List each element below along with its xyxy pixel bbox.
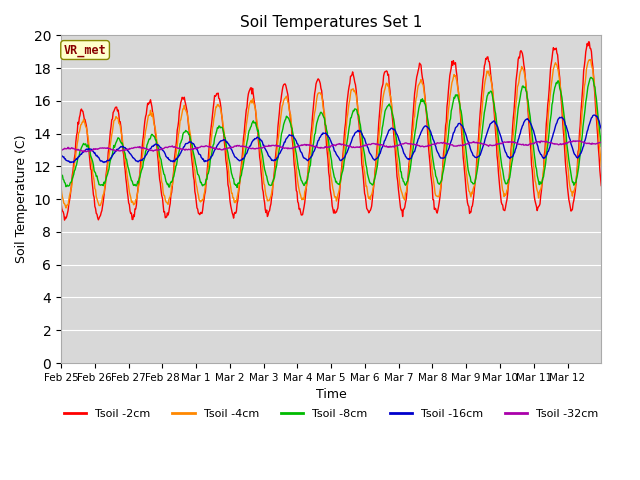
Tsoil -16cm	[597, 126, 605, 132]
Tsoil -4cm	[388, 99, 396, 105]
Tsoil -2cm	[388, 100, 396, 106]
Tsoil -32cm	[418, 144, 426, 149]
Tsoil -16cm	[248, 141, 255, 147]
Tsoil -32cm	[122, 147, 129, 153]
Tsoil -4cm	[122, 157, 129, 163]
Tsoil -8cm	[248, 123, 255, 129]
Tsoil -8cm	[418, 98, 426, 104]
X-axis label: Time: Time	[316, 388, 346, 401]
Tsoil -16cm	[67, 160, 74, 166]
Tsoil -32cm	[83, 149, 90, 155]
Tsoil -32cm	[248, 145, 255, 151]
Tsoil -2cm	[268, 194, 275, 200]
Tsoil -32cm	[597, 140, 605, 145]
Tsoil -16cm	[57, 152, 65, 157]
Line: Tsoil -4cm: Tsoil -4cm	[61, 60, 601, 208]
Tsoil -8cm	[233, 185, 241, 191]
Tsoil -2cm	[597, 183, 605, 189]
Title: Soil Temperatures Set 1: Soil Temperatures Set 1	[240, 15, 422, 30]
Tsoil -2cm	[61, 217, 68, 223]
Tsoil -8cm	[120, 149, 128, 155]
Tsoil -32cm	[221, 146, 228, 152]
Tsoil -16cm	[221, 137, 228, 143]
Tsoil -32cm	[388, 144, 396, 150]
Tsoil -32cm	[268, 143, 275, 148]
Tsoil -4cm	[587, 57, 595, 62]
Legend: Tsoil -2cm, Tsoil -4cm, Tsoil -8cm, Tsoil -16cm, Tsoil -32cm: Tsoil -2cm, Tsoil -4cm, Tsoil -8cm, Tsoi…	[60, 404, 603, 423]
Tsoil -8cm	[388, 107, 396, 112]
Y-axis label: Soil Temperature (C): Soil Temperature (C)	[15, 135, 28, 264]
Line: Tsoil -8cm: Tsoil -8cm	[61, 77, 601, 188]
Tsoil -16cm	[590, 112, 598, 118]
Tsoil -2cm	[248, 85, 255, 91]
Tsoil -16cm	[122, 145, 129, 151]
Line: Tsoil -16cm: Tsoil -16cm	[61, 115, 601, 163]
Tsoil -16cm	[418, 128, 426, 134]
Line: Tsoil -32cm: Tsoil -32cm	[61, 141, 601, 152]
Line: Tsoil -2cm: Tsoil -2cm	[61, 42, 601, 220]
Tsoil -8cm	[57, 171, 65, 177]
Tsoil -4cm	[57, 183, 65, 189]
Tsoil -8cm	[587, 74, 595, 80]
Tsoil -32cm	[57, 148, 65, 154]
Tsoil -4cm	[597, 164, 605, 169]
Tsoil -2cm	[418, 70, 426, 75]
Tsoil -4cm	[418, 78, 426, 84]
Tsoil -2cm	[57, 199, 65, 204]
Tsoil -2cm	[122, 167, 129, 172]
Tsoil -4cm	[62, 205, 70, 211]
Tsoil -8cm	[597, 144, 605, 149]
Tsoil -2cm	[585, 39, 593, 45]
Tsoil -4cm	[248, 97, 255, 103]
Tsoil -8cm	[268, 182, 275, 188]
Tsoil -32cm	[569, 138, 577, 144]
Text: VR_met: VR_met	[64, 44, 106, 57]
Tsoil -4cm	[268, 190, 275, 196]
Tsoil -4cm	[221, 131, 228, 137]
Tsoil -16cm	[268, 157, 275, 163]
Tsoil -8cm	[220, 130, 228, 136]
Tsoil -2cm	[221, 140, 228, 146]
Tsoil -16cm	[388, 125, 396, 131]
